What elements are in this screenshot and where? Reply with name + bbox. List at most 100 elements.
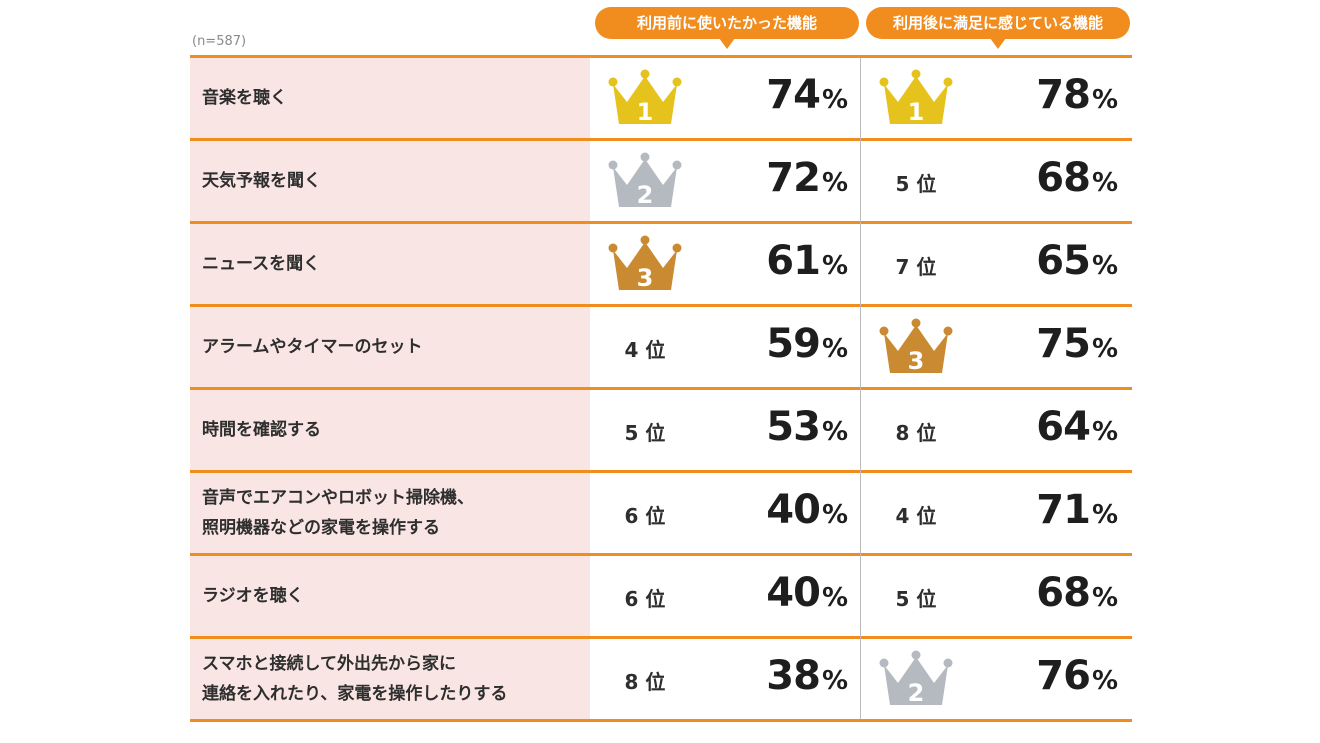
- percent-number: 65: [1036, 238, 1091, 284]
- row-label: ニュースを聞く: [202, 254, 321, 274]
- table-row: ラジオを聴く: [190, 556, 1132, 636]
- percent-value: 64%: [978, 404, 1118, 450]
- percent-number: 38: [766, 653, 821, 699]
- row-divider: [190, 304, 1132, 307]
- crown-rank-number: 2: [908, 679, 925, 707]
- percent-value: 59%: [708, 321, 848, 367]
- crown-rank-number: 1: [908, 98, 925, 126]
- crown-icon: 1: [608, 69, 682, 126]
- table-row: 天気予報を聞く: [190, 141, 1132, 221]
- percent-number: 71: [1036, 487, 1091, 533]
- header-pointer: [719, 38, 735, 49]
- percent-symbol: %: [1091, 85, 1118, 115]
- table-row: ニュースを聞く: [190, 224, 1132, 304]
- column-header-after-text: 利用後に満足に感じている機能: [892, 14, 1103, 32]
- percent-value: 40%: [708, 487, 848, 533]
- percent-value: 72%: [708, 155, 848, 201]
- crown-icon: 3: [608, 235, 682, 292]
- percent-number: 53: [766, 404, 821, 450]
- column-header-before-text: 利用前に使いたかった機能: [636, 14, 817, 32]
- percent-number: 61: [766, 238, 821, 284]
- crown-rank-number: 1: [637, 98, 654, 126]
- percent-symbol: %: [1091, 251, 1118, 281]
- rank-label: 6 位: [624, 587, 666, 611]
- row-label-cell: アラームやタイマーのセット: [190, 307, 590, 387]
- crown-icon: 2: [879, 650, 953, 707]
- percent-value: 65%: [978, 238, 1118, 284]
- row-label: 時間を確認する: [202, 420, 321, 440]
- percent-value: 38%: [708, 653, 848, 699]
- crown-rank-number: 3: [637, 264, 654, 292]
- table-row: スマホと接続して外出先から家に 連絡を入れたり、家電を操作したりする: [190, 639, 1132, 719]
- row-divider: [190, 636, 1132, 639]
- percent-number: 68: [1036, 155, 1091, 201]
- percent-symbol: %: [821, 583, 848, 613]
- rank-label: 5 位: [895, 587, 937, 611]
- sample-size-label: (n=587): [192, 34, 247, 49]
- rank-label: 4 位: [624, 338, 666, 362]
- percent-number: 76: [1036, 653, 1091, 699]
- percent-symbol: %: [1091, 417, 1118, 447]
- percent-symbol: %: [821, 417, 848, 447]
- row-label: 音声でエアコンやロボット掃除機、 照明機器などの家電を操作する: [202, 488, 474, 538]
- percent-number: 64: [1036, 404, 1091, 450]
- rank-label: 5 位: [624, 421, 666, 445]
- crown-rank-number: 2: [637, 181, 654, 209]
- rank-label: 4 位: [895, 504, 937, 528]
- percent-symbol: %: [1091, 168, 1118, 198]
- column-separator: [860, 58, 861, 719]
- header-pointer: [990, 38, 1006, 49]
- percent-symbol: %: [821, 334, 848, 364]
- row-label-cell: ニュースを聞く: [190, 224, 590, 304]
- row-divider: [190, 719, 1132, 722]
- column-header-before: 利用前に使いたかった機能: [595, 7, 859, 49]
- row-label: スマホと接続して外出先から家に 連絡を入れたり、家電を操作したりする: [202, 654, 508, 704]
- percent-number: 40: [766, 487, 821, 533]
- percent-value: 76%: [978, 653, 1118, 699]
- row-divider: [190, 470, 1132, 473]
- percent-number: 72: [766, 155, 821, 201]
- row-divider: [190, 221, 1132, 224]
- percent-value: 61%: [708, 238, 848, 284]
- percent-number: 68: [1036, 570, 1091, 616]
- row-divider: [190, 387, 1132, 390]
- rank-label: 7 位: [895, 255, 937, 279]
- percent-number: 75: [1036, 321, 1091, 367]
- crown-rank-number: 3: [908, 347, 925, 375]
- percent-symbol: %: [821, 500, 848, 530]
- row-divider: [190, 553, 1132, 556]
- rank-label: 6 位: [624, 504, 666, 528]
- table-top-border: [190, 55, 1132, 58]
- rank-label: 5 位: [895, 172, 937, 196]
- percent-number: 40: [766, 570, 821, 616]
- row-label-cell: 音声でエアコンやロボット掃除機、 照明機器などの家電を操作する: [190, 473, 590, 553]
- rank-label: 8 位: [895, 421, 937, 445]
- percent-symbol: %: [821, 85, 848, 115]
- row-label: ラジオを聴く: [202, 586, 304, 606]
- table-row: 音楽を聴く: [190, 58, 1132, 138]
- percent-value: 78%: [978, 72, 1118, 118]
- row-divider: [190, 138, 1132, 141]
- percent-symbol: %: [1091, 500, 1118, 530]
- percent-number: 78: [1036, 72, 1091, 118]
- rank-label: 8 位: [624, 670, 666, 694]
- row-label-cell: 天気予報を聞く: [190, 141, 590, 221]
- percent-value: 71%: [978, 487, 1118, 533]
- percent-symbol: %: [821, 168, 848, 198]
- percent-symbol: %: [1091, 666, 1118, 696]
- row-label-cell: スマホと接続して外出先から家に 連絡を入れたり、家電を操作したりする: [190, 639, 590, 719]
- percent-value: 68%: [978, 155, 1118, 201]
- table-row: 時間を確認する: [190, 390, 1132, 470]
- percent-value: 75%: [978, 321, 1118, 367]
- percent-symbol: %: [1091, 583, 1118, 613]
- percent-value: 53%: [708, 404, 848, 450]
- percent-number: 59: [766, 321, 821, 367]
- percent-value: 40%: [708, 570, 848, 616]
- table-row: アラームやタイマーのセット: [190, 307, 1132, 387]
- percent-number: 74: [766, 72, 821, 118]
- row-label: アラームやタイマーのセット: [202, 337, 423, 357]
- row-label-cell: 音楽を聴く: [190, 58, 590, 138]
- row-label-cell: 時間を確認する: [190, 390, 590, 470]
- percent-value: 68%: [978, 570, 1118, 616]
